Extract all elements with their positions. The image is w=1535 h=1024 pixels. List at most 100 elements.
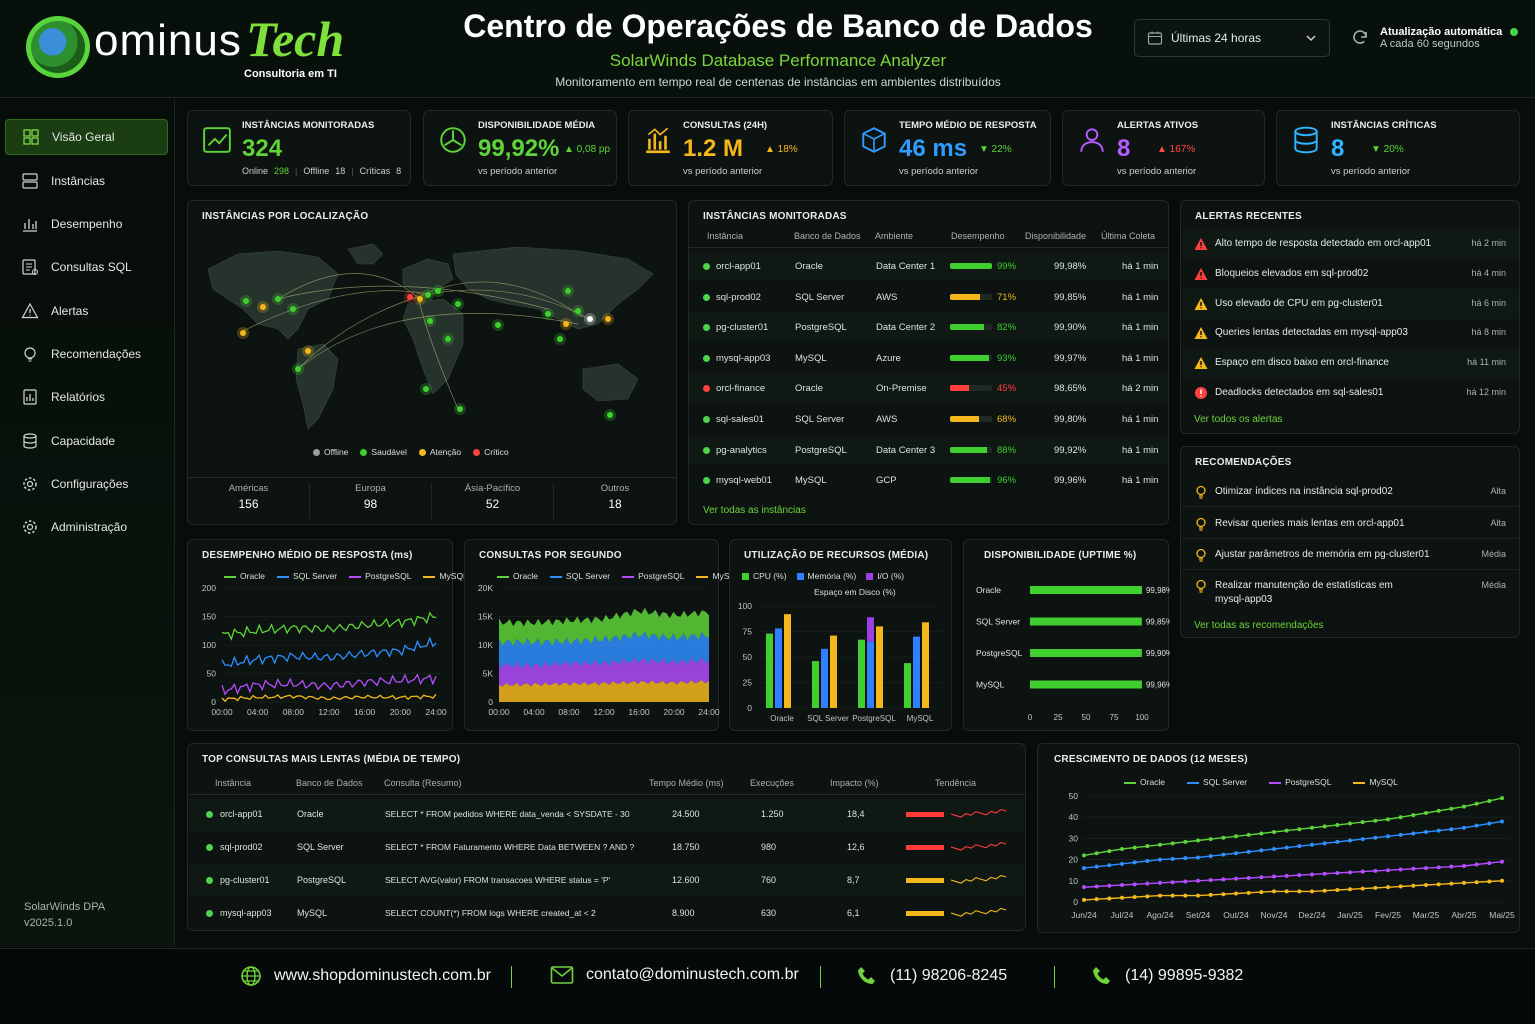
recommendation-item[interactable]: Realizar manutenção de estatísticas em my…: [1182, 571, 1518, 613]
availability: 99,97%: [1054, 352, 1087, 364]
query-summary: SELECT * FROM pedidos WHERE data_venda <…: [385, 809, 630, 819]
query-summary: SELECT COUNT(*) FROM logs WHERE created_…: [385, 908, 596, 918]
database-type: SQL Server: [297, 842, 344, 852]
alert-item[interactable]: Deadlocks detectados em sql-sales01 há 12…: [1182, 378, 1518, 408]
kpi-label: CONSULTAS (24H): [683, 120, 768, 131]
y-tick-label: 15K: [478, 612, 493, 622]
x-tick-label: 08:00: [558, 707, 580, 717]
footer-phone-2[interactable]: (14) 99895-9382: [1091, 965, 1243, 987]
region-stat: Américas 156: [188, 483, 310, 519]
y-tick-label: 25: [743, 678, 753, 688]
critical-label: Críticas: [359, 166, 391, 176]
alert-item[interactable]: Queries lentas detectadas em mysql-app03…: [1182, 318, 1518, 348]
query-summary: SELECT AVG(valor) FROM transacoes WHERE …: [385, 875, 611, 885]
recommendation-item[interactable]: Ajustar parâmetros de memória em pg-clus…: [1182, 540, 1518, 570]
warning-icon: [21, 302, 39, 319]
y-tick-label: 5K: [483, 669, 494, 679]
slow-queries-title: TOP CONSULTAS MAIS LENTAS (MÉDIA DE TEMP…: [202, 754, 461, 765]
alert-item[interactable]: Alto tempo de resposta detectado em orcl…: [1182, 229, 1518, 259]
bar-CPU (%): [858, 639, 865, 708]
priority-label: Média: [1481, 580, 1506, 590]
data-label: 99,90%: [1146, 649, 1170, 658]
error-icon: [1195, 387, 1207, 399]
recommendation-text: Revisar queries mais lentas em orcl-app0…: [1215, 518, 1405, 529]
table-row[interactable]: orcl-app01 Oracle Data Center 1 99% 99,98% há…: [690, 251, 1167, 281]
auto-refresh-title: Atualização automática: [1380, 26, 1503, 38]
offline-label: Offline: [303, 166, 330, 176]
header: ominus Tech Consultoria em TI Centro de …: [0, 0, 1535, 98]
x-tick-label: 00:00: [488, 707, 510, 717]
view-all-recommendations-link[interactable]: Ver todas as recomendações: [1194, 620, 1324, 631]
alert-time: há 12 min: [1466, 387, 1506, 397]
sidebar: Visão Geral Instâncias Desempenho Consul…: [0, 99, 175, 947]
sidebar-item-recomendacoes[interactable]: Recomendações: [5, 336, 168, 372]
admin-gear-icon: [23, 520, 37, 534]
footer-website-text: www.shopdominustech.com.br: [274, 967, 491, 984]
sidebar-item-administracao[interactable]: Administração: [5, 509, 168, 545]
lightbulb-icon: [24, 347, 36, 362]
table-row[interactable]: pg-cluster01 PostgreSQL SELECT AVG(valor) …: [189, 865, 1024, 897]
view-all-alerts-link[interactable]: Ver todos os alertas: [1194, 414, 1283, 425]
x-tick-label: 100: [1135, 713, 1149, 722]
avg-time: 24.500: [672, 809, 700, 819]
table-row[interactable]: orcl-finance Oracle On-Premise 45% 98,65% há …: [690, 373, 1167, 404]
database-type: MySQL: [795, 475, 827, 487]
data-label: 99,85%: [1146, 618, 1170, 627]
recommendations-title: RECOMENDAÇÕES: [1195, 457, 1292, 468]
region-stat: Ásia-Pacífico 52: [432, 483, 554, 519]
y-tick-label: 0: [488, 697, 493, 707]
cube-icon: [862, 127, 886, 153]
recommendation-item[interactable]: Otimizar índices na instância sql-prod02…: [1182, 477, 1518, 507]
alert-item[interactable]: Uso elevado de CPU em pg-cluster01 há 6 m…: [1182, 288, 1518, 319]
auto-refresh[interactable]: Atualização automática A cada 60 segundo…: [1350, 20, 1520, 56]
status-dot: [703, 446, 710, 454]
logo-accent-text: Tech: [246, 11, 345, 67]
footer-email[interactable]: contato@dominustech.com.br: [550, 965, 799, 985]
sidebar-item-configuracoes[interactable]: Configurações: [5, 466, 168, 502]
alert-item[interactable]: Bloqueios elevados em sql-prod02 há 4 min: [1182, 259, 1518, 289]
period-select[interactable]: Últimas 24 horas: [1134, 19, 1330, 57]
x-tick-label: Jun/24: [1071, 910, 1097, 920]
sidebar-item-capacidade[interactable]: Capacidade: [5, 423, 168, 459]
table-row[interactable]: sql-prod02 SQL Server AWS 71% 99,85% há 1 min: [690, 282, 1167, 312]
table-row[interactable]: mysql-app03 MySQL Azure 93% 99,97% há 1 min: [690, 343, 1167, 373]
environment: Data Center 2: [876, 322, 936, 334]
view-all-instances-link[interactable]: Ver todas as instâncias: [703, 505, 806, 516]
footer-divider: [511, 966, 512, 988]
table-row[interactable]: orcl-app01 Oracle SELECT * FROM pedidos WH…: [189, 799, 1024, 831]
recommendation-item[interactable]: Revisar queries mais lentas em orcl-app0…: [1182, 509, 1518, 539]
column-header: Banco de Dados: [794, 231, 861, 241]
sidebar-item-desempenho[interactable]: Desempenho: [5, 206, 168, 242]
footer-website[interactable]: www.shopdominustech.com.br: [240, 965, 491, 987]
sidebar-item-alertas[interactable]: Alertas: [5, 293, 168, 329]
instance-name: mysql-app03: [716, 352, 771, 364]
sidebar-item-label: Desempenho: [51, 217, 123, 231]
instance-name: sql-prod02: [716, 291, 761, 303]
table-row[interactable]: mysql-app03 MySQL SELECT COUNT(*) FROM log…: [189, 898, 1024, 930]
avg-time: 8.900: [672, 908, 695, 918]
status-dot: [206, 910, 213, 917]
sidebar-item-instancias[interactable]: Instâncias: [5, 163, 168, 199]
table-row[interactable]: sql-prod02 SQL Server SELECT * FROM Fatura…: [189, 832, 1024, 864]
database-icon: [1294, 126, 1318, 154]
kpi-breakdown: Online 298 | Offline 18 | Críticas 8: [242, 166, 402, 176]
legend-saudavel: Saudável: [360, 447, 407, 457]
page-description: Monitoramento em tempo real de centenas …: [555, 75, 1001, 89]
sidebar-item-relatorios[interactable]: Relatórios: [5, 379, 168, 415]
footer-phone-1[interactable]: (11) 98206-8245: [856, 965, 1007, 987]
status-dot: [206, 844, 213, 851]
alert-item[interactable]: Espaço em disco baixo em orcl-finance há …: [1182, 348, 1518, 379]
kpi-value: 99,92%: [478, 135, 560, 162]
x-tick-label: 04:00: [523, 707, 545, 717]
x-tick-label: SQL Server: [807, 714, 849, 723]
x-tick-label: Mar/25: [1413, 910, 1440, 920]
sidebar-item-consultas-sql[interactable]: Consultas SQL: [5, 249, 168, 285]
region-count: 156: [238, 497, 259, 511]
table-row[interactable]: pg-cluster01 PostgreSQL Data Center 2 82% 99…: [690, 312, 1167, 343]
table-row[interactable]: pg-analytics PostgreSQL Data Center 3 88% 99…: [690, 434, 1167, 465]
table-row[interactable]: mysql-web01 MySQL GCP 96% 99,96% há 1 min: [690, 465, 1167, 495]
sidebar-item-visao-geral[interactable]: Visão Geral: [5, 119, 168, 155]
query-summary: SELECT * FROM Faturamento WHERE Data BET…: [385, 842, 635, 852]
map-title: INSTÂNCIAS POR LOCALIZAÇÃO: [202, 211, 369, 222]
table-row[interactable]: sql-sales01 SQL Server AWS 68% 99,80% há 1 mi…: [690, 404, 1167, 434]
